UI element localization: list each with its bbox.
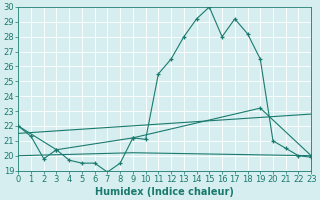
X-axis label: Humidex (Indice chaleur): Humidex (Indice chaleur) <box>95 187 234 197</box>
